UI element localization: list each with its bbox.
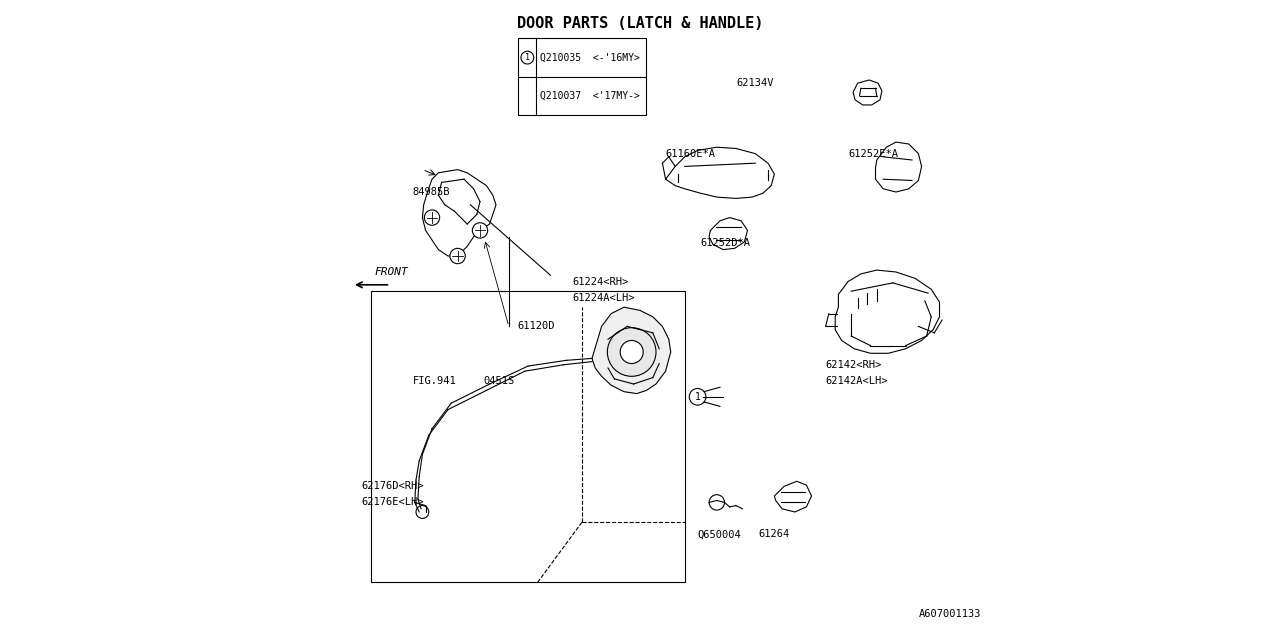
Text: 62134V: 62134V [736, 78, 773, 88]
Circle shape [709, 495, 724, 510]
Text: 62142A<LH>: 62142A<LH> [826, 376, 888, 386]
Circle shape [689, 388, 707, 405]
Text: DOOR PARTS (LATCH & HANDLE): DOOR PARTS (LATCH & HANDLE) [517, 16, 763, 31]
Polygon shape [591, 307, 671, 394]
Circle shape [416, 506, 429, 518]
Text: 61160E*A: 61160E*A [666, 148, 716, 159]
Text: 61224<RH>: 61224<RH> [573, 276, 628, 287]
Circle shape [608, 328, 657, 376]
Text: FIG.941: FIG.941 [412, 376, 457, 386]
Text: 61252E*A: 61252E*A [849, 148, 899, 159]
Text: 61252D*A: 61252D*A [701, 238, 751, 248]
Text: 1: 1 [695, 392, 700, 402]
Text: A607001133: A607001133 [919, 609, 980, 620]
Text: 1: 1 [525, 53, 530, 62]
Text: 61120D: 61120D [517, 321, 554, 332]
Circle shape [621, 340, 644, 364]
Text: Q210037  <'17MY->: Q210037 <'17MY-> [540, 91, 640, 101]
Text: 62142<RH>: 62142<RH> [826, 360, 882, 370]
Text: FRONT: FRONT [374, 267, 408, 277]
Text: 61224A<LH>: 61224A<LH> [573, 292, 635, 303]
Text: 84985B: 84985B [412, 187, 451, 197]
Circle shape [521, 51, 534, 64]
Circle shape [472, 223, 488, 238]
Bar [518, 38, 646, 115]
Circle shape [425, 210, 440, 225]
Text: 62176E<LH>: 62176E<LH> [362, 497, 424, 508]
Text: Q650004: Q650004 [698, 529, 741, 540]
Text: Q210035  <-'16MY>: Q210035 <-'16MY> [540, 52, 640, 63]
Circle shape [451, 248, 466, 264]
Text: 0451S: 0451S [484, 376, 515, 386]
Text: 61264: 61264 [759, 529, 790, 540]
Text: 62176D<RH>: 62176D<RH> [362, 481, 424, 492]
